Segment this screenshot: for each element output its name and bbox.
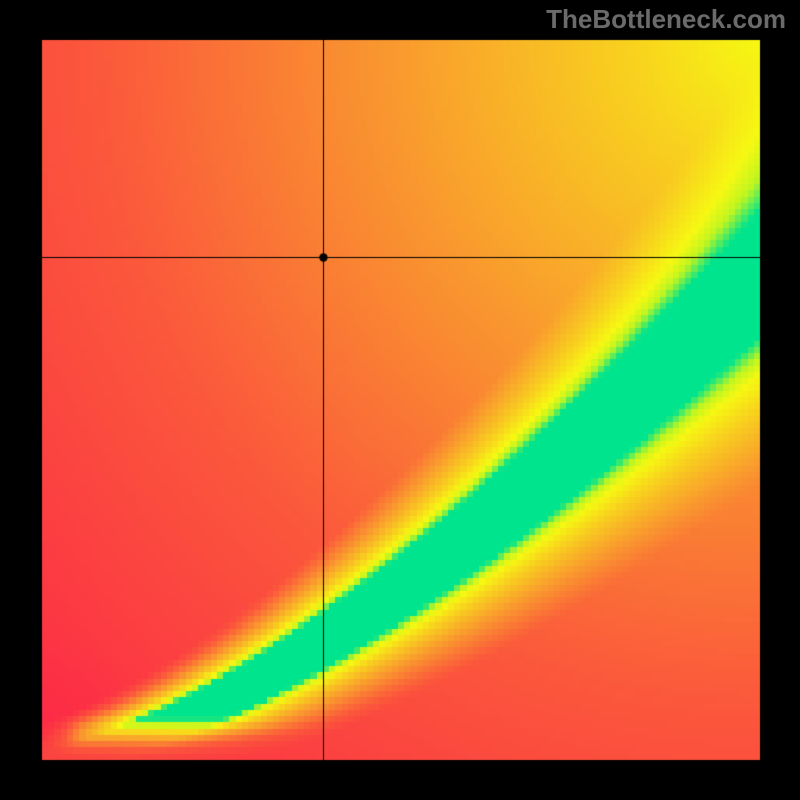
heatmap-plot xyxy=(0,0,800,800)
watermark-text: TheBottleneck.com xyxy=(546,4,786,35)
